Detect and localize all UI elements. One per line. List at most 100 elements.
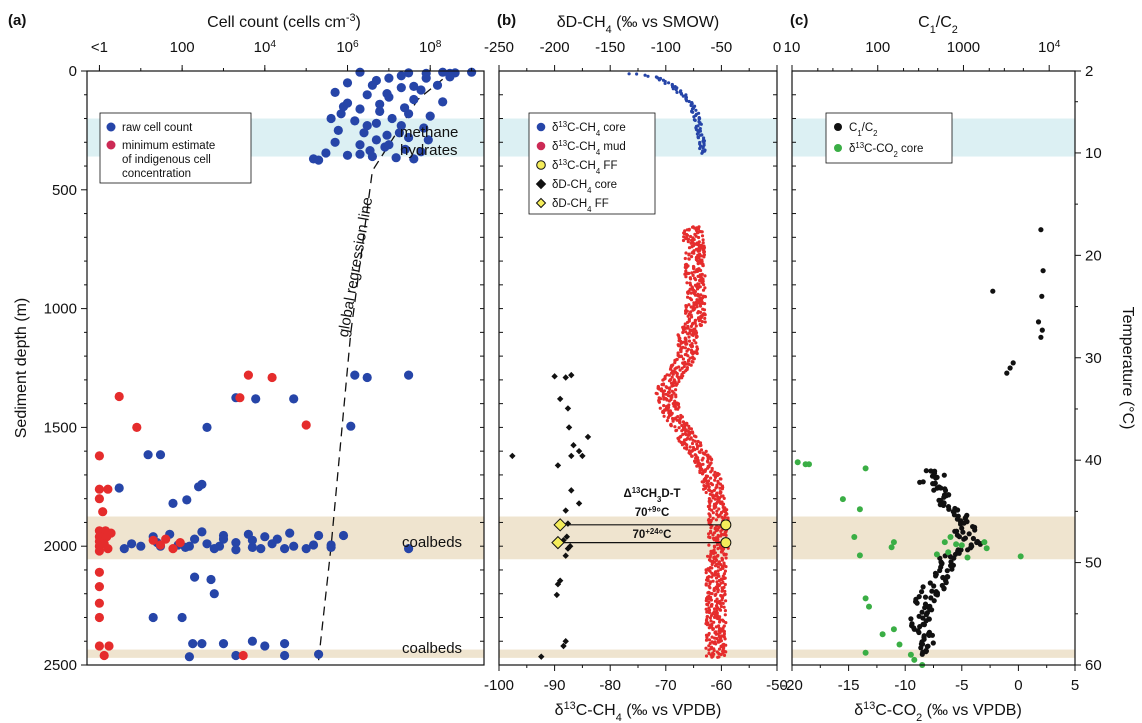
raw-cell-count-point [355, 140, 365, 150]
c1-c2-point [1035, 319, 1042, 325]
d13c-ch4-mud-point [683, 346, 688, 350]
legend-a-indigenous: of indigenous cell [122, 154, 211, 166]
c1-c2-point [962, 535, 969, 541]
d13c-ch4-mud-point [710, 613, 714, 618]
minimum-estimate-point [94, 546, 104, 556]
d13c-ch4-core-point [675, 90, 679, 94]
depth-tick-label-500: 500 [52, 182, 77, 199]
d13c-ch4-mud-point [662, 404, 666, 408]
raw-cell-count-point [350, 370, 360, 380]
raw-cell-count-point [188, 639, 198, 649]
d13c-ch4-mud-point [695, 464, 699, 468]
raw-cell-count-point [382, 89, 392, 99]
d13c-ch4-mud-point [688, 452, 692, 456]
c1-c2-point [934, 592, 941, 598]
d13c-ch4-mud-point [702, 283, 706, 287]
d13c-ch4-mud-point [713, 564, 718, 568]
raw-cell-count-point [247, 636, 257, 646]
depth-tick-label-0: 0 [69, 63, 77, 80]
d13c-ch4-mud-point [689, 298, 694, 302]
legend-b-marker-3 [535, 178, 547, 190]
d13c-ch4-mud-point [703, 302, 707, 306]
d13c-co2-core-point [1017, 553, 1024, 560]
dd-ch4-core-point [564, 405, 572, 412]
raw-cell-count-point [333, 125, 343, 135]
d13c-ch4-mud-point [708, 501, 712, 505]
d13c-ch4-mud-point [704, 568, 708, 572]
dd-ch4-core-point [575, 447, 583, 455]
d13c-ch4-mud-point [679, 350, 683, 354]
d13c-ch4-mud-point [661, 392, 666, 396]
minimum-estimate-point [94, 582, 104, 592]
d13c-ch4-mud-point [719, 567, 723, 572]
d13c-ch4-mud-point [702, 487, 706, 491]
a-top-tick-label-3: 106 [336, 39, 359, 57]
d13c-co2-core-point [856, 552, 863, 559]
d13c-ch4-mud-point [704, 646, 708, 650]
d13c-ch4-mud-point [718, 486, 722, 490]
d13c-ch4-mud-point [710, 490, 714, 494]
raw-cell-count-point [409, 94, 419, 105]
legend-a-raw-cell-count: raw cell count [122, 122, 193, 134]
d13c-co2-core-point [896, 641, 903, 648]
depth-axis-label: Sediment depth (m) [13, 298, 30, 439]
minimum-estimate-point [243, 370, 253, 380]
c-top-tick-label-3: 104 [1038, 39, 1061, 57]
d13c-ch4-mud-point [704, 490, 708, 495]
raw-cell-count-point [148, 612, 158, 623]
d13c-ch4-mud-point [674, 395, 678, 399]
d13c-ch4-mud-point [715, 473, 720, 478]
d13c-ch4-mud-point [679, 341, 683, 345]
b-bottom-tick-label-4: -60 [711, 677, 733, 694]
raw-cell-count-point [384, 140, 394, 150]
c1-c2-point [922, 594, 929, 600]
d13c-ch4-mud-point [716, 569, 720, 573]
d13c-ch4-mud-point [689, 277, 693, 281]
d13c-ch4-mud-point [712, 589, 716, 593]
d13c-ch4-mud-point [671, 402, 675, 406]
d13c-ch4-core-point [695, 132, 700, 136]
d13c-ch4-mud-point [710, 575, 714, 579]
d13c-ch4-mud-point [717, 574, 721, 578]
d13c-ch4-mud-point [713, 545, 717, 549]
d13c-ch4-mud-point [700, 320, 704, 324]
d13c-ch4-mud-point [691, 273, 695, 277]
d13c-ch4-mud-point [710, 566, 714, 570]
legend-b-marker-0 [536, 122, 546, 132]
d13c-ch4-mud-point [722, 553, 726, 557]
minimum-estimate-point [98, 507, 108, 517]
c1-c2-point [1007, 365, 1013, 371]
raw-cell-count-point [416, 85, 426, 95]
legend-c-label-1: δ13C-CO2 core [849, 141, 923, 159]
raw-cell-count-point [206, 574, 216, 585]
raw-cell-count-point [231, 650, 241, 661]
d13c-ch4-mud-point [694, 324, 698, 328]
c1-c2-point [1039, 293, 1045, 299]
c1-c2-point [955, 507, 961, 513]
d13c-ch4-mud-point [696, 262, 700, 266]
d13c-ch4-mud-point [701, 238, 705, 242]
d13c-ch4-mud-point [718, 608, 723, 612]
minimum-estimate-point [155, 540, 166, 550]
d13c-ch4-mud-point [712, 538, 716, 542]
dd-ch4-core-point [554, 462, 562, 469]
d13c-ch4-mud-point [713, 497, 717, 501]
raw-cell-count-point [467, 67, 477, 77]
raw-cell-count-point [280, 639, 290, 649]
raw-cell-count-point [197, 527, 207, 537]
d13c-ch4-mud-point [677, 379, 681, 384]
d13c-ch4-mud-point [713, 593, 717, 598]
d13c-ch4-mud-point [710, 562, 714, 567]
d13c-ch4-mud-point [722, 496, 726, 500]
d13c-ch4-core-point [684, 93, 688, 97]
d13c-ch4-mud-point [712, 506, 716, 510]
d13c-ch4-mud-point [678, 368, 682, 372]
raw-cell-count-point [432, 80, 443, 90]
raw-cell-count-point [182, 495, 192, 505]
d13c-ch4-mud-point [692, 327, 696, 331]
d13c-ch4-mud-point [686, 433, 690, 437]
minimum-estimate-point [132, 422, 142, 432]
c1-c2-point [921, 622, 928, 628]
raw-cell-count-point [168, 498, 178, 508]
d13c-ch4-mud-point [665, 398, 669, 402]
